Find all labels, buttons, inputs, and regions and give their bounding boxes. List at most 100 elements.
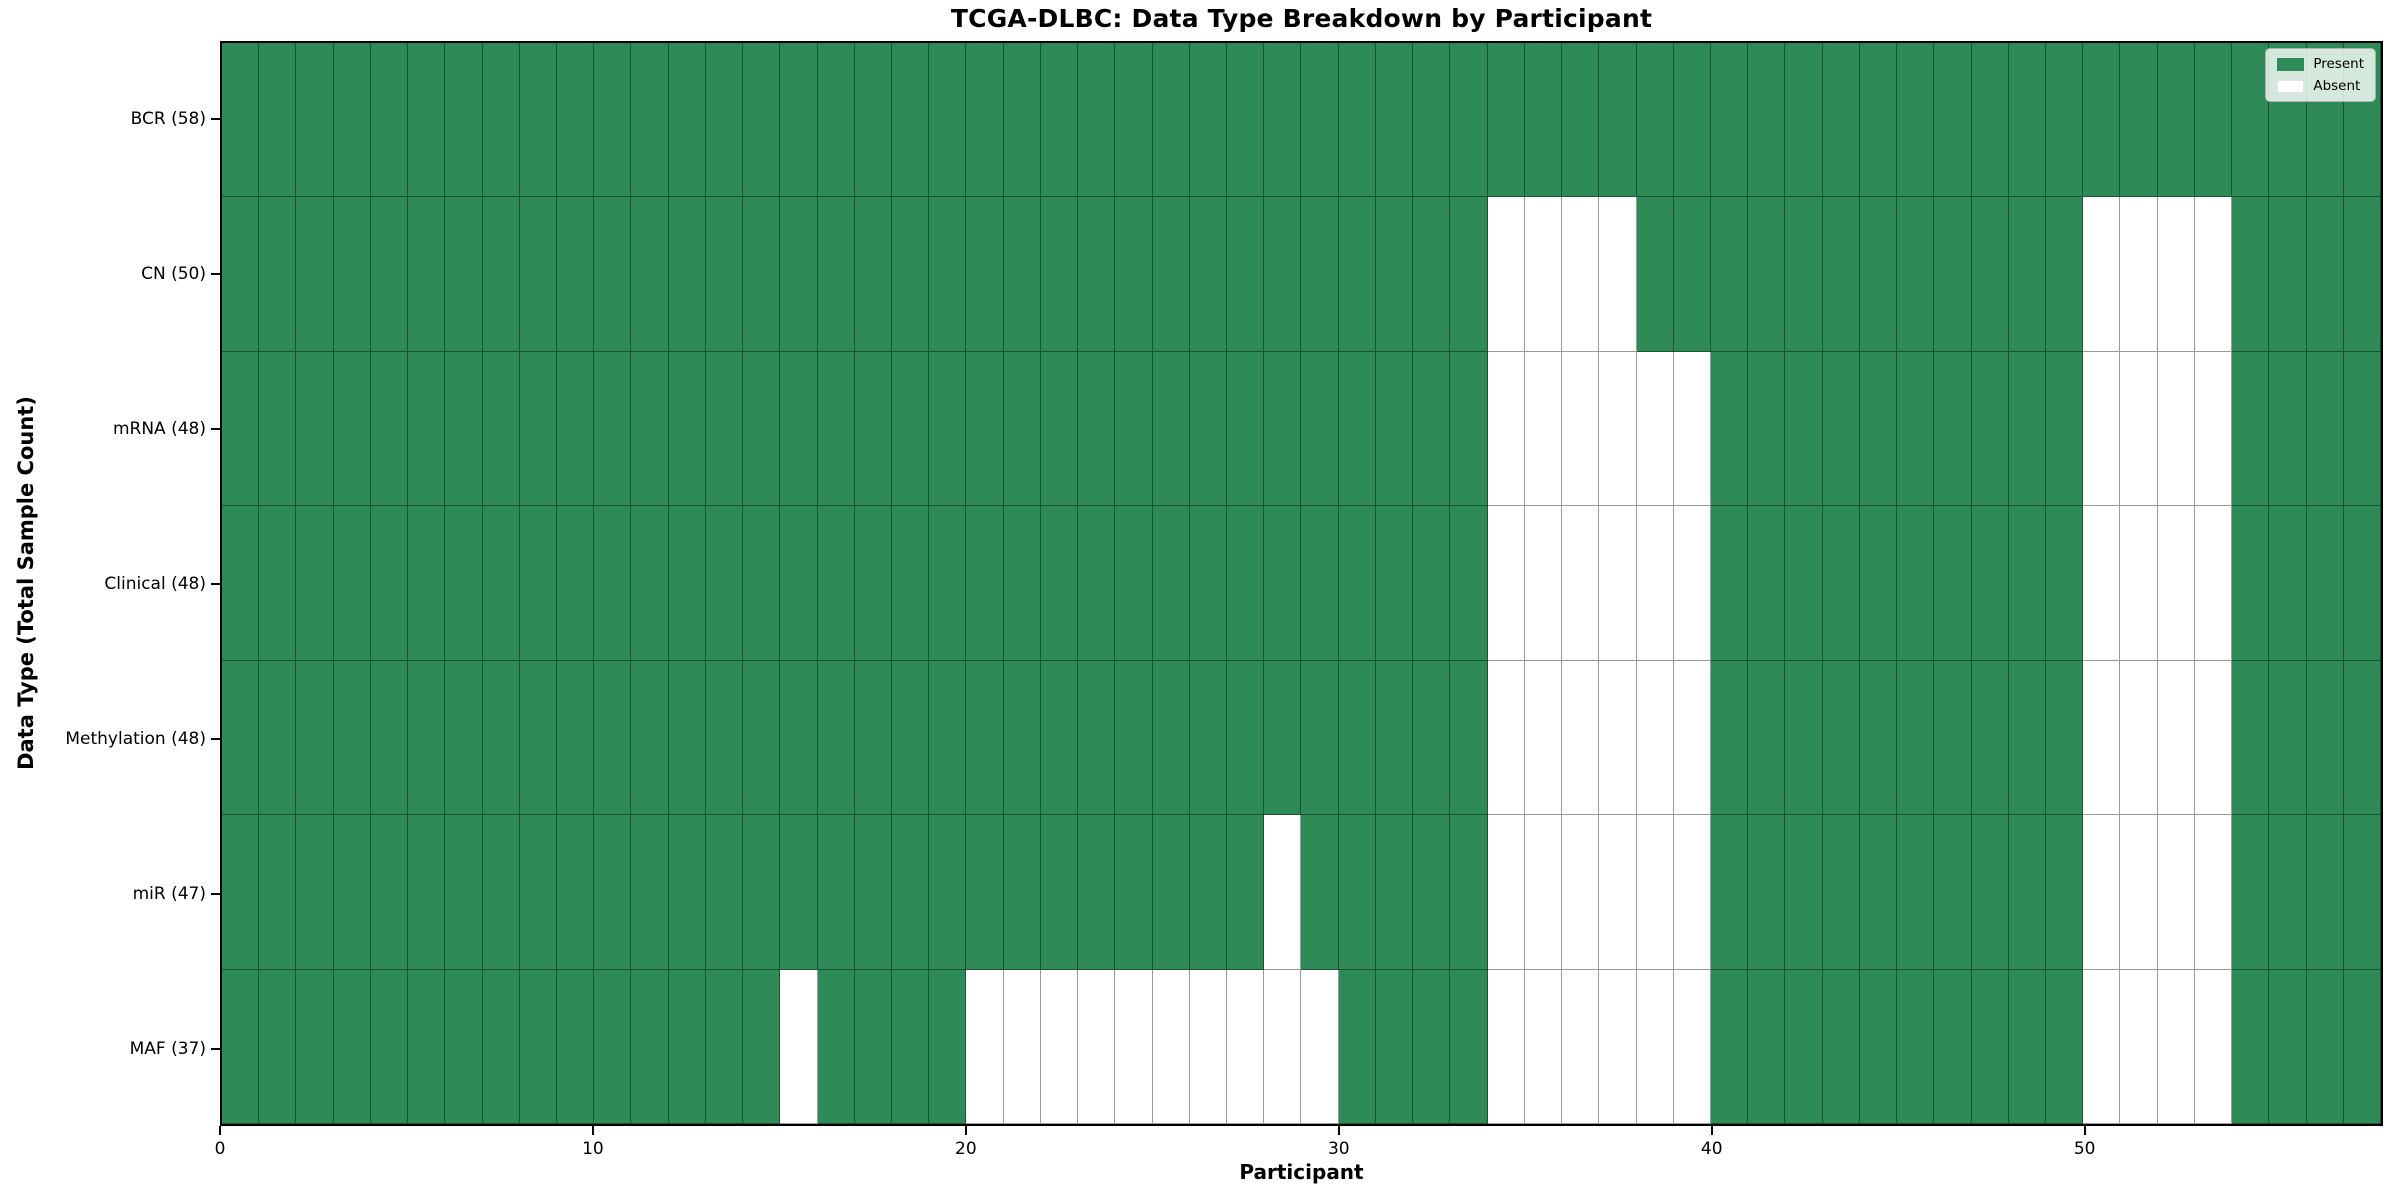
heatmap-cell-CN-25: [1152, 197, 1190, 352]
y-tick-label-mRNA: mRNA (48): [112, 418, 206, 439]
heatmap-cell-BCR-27: [1227, 43, 1265, 198]
heatmap-cell-MAF-23: [1078, 969, 1116, 1124]
heatmap-cell-miR-53: [2194, 815, 2233, 970]
heatmap-cell-miR-29: [1301, 815, 1339, 970]
heatmap-cell-BCR-50: [2083, 43, 2121, 198]
heatmap-cell-Methylation-31: [1375, 660, 1414, 816]
heatmap-cell-MAF-11: [631, 969, 669, 1124]
heatmap-cell-CN-35: [1524, 197, 1563, 352]
heatmap-cell-MAF-5: [408, 969, 446, 1124]
heatmap-cell-Clinical-2: [296, 506, 334, 661]
x-tick-mark: [964, 1126, 967, 1135]
heatmap-cell-CN-30: [1338, 197, 1376, 352]
heatmap-cell-BCR-17: [854, 43, 893, 198]
heatmap-cell-Clinical-13: [705, 506, 744, 661]
heatmap-cell-Methylation-40: [1710, 660, 1749, 816]
legend-item-present: Present: [2277, 56, 2364, 72]
plot-area: [220, 41, 2383, 1126]
heatmap-cell-mRNA-57: [2343, 351, 2381, 507]
heatmap-cell-MAF-9: [557, 969, 595, 1124]
heatmap-cell-CN-3: [333, 197, 371, 352]
heatmap-cell-CN-6: [445, 197, 483, 352]
heatmap-cell-Clinical-42: [1785, 506, 1823, 661]
heatmap-cell-CN-9: [557, 197, 595, 352]
heatmap-cell-BCR-2: [296, 43, 334, 198]
heatmap-cell-Methylation-14: [743, 660, 781, 816]
heatmap-cell-BCR-47: [1971, 43, 2009, 198]
y-tick-mark: [211, 892, 220, 895]
heatmap-cell-MAF-40: [1710, 969, 1749, 1124]
heatmap-cell-Clinical-14: [743, 506, 781, 661]
heatmap-cell-Methylation-3: [333, 660, 371, 816]
heatmap-cell-Clinical-48: [2008, 506, 2046, 661]
heatmap-cell-miR-57: [2343, 815, 2381, 970]
heatmap-cell-MAF-37: [1599, 969, 1637, 1124]
heatmap-cell-Methylation-50: [2083, 660, 2121, 816]
heatmap-cell-mRNA-8: [519, 351, 558, 507]
heatmap-cell-mRNA-15: [780, 351, 818, 507]
heatmap-cell-miR-19: [929, 815, 967, 970]
heatmap-cell-mRNA-25: [1152, 351, 1190, 507]
heatmap-cell-BCR-8: [519, 43, 558, 198]
heatmap-cell-BCR-44: [1859, 43, 1898, 198]
heatmap-cell-CN-13: [705, 197, 744, 352]
heatmap-cell-mRNA-37: [1599, 351, 1637, 507]
heatmap-cell-miR-23: [1078, 815, 1116, 970]
heatmap-cell-Clinical-50: [2083, 506, 2121, 661]
heatmap-cell-CN-8: [519, 197, 558, 352]
heatmap-cell-Clinical-56: [2306, 506, 2344, 661]
heatmap-cell-MAF-50: [2083, 969, 2121, 1124]
heatmap-cell-MAF-30: [1338, 969, 1376, 1124]
heatmap-cell-miR-14: [743, 815, 781, 970]
heatmap-cell-Methylation-47: [1971, 660, 2009, 816]
heatmap-cell-mRNA-35: [1524, 351, 1563, 507]
heatmap-cell-MAF-16: [817, 969, 855, 1124]
heatmap-cell-CN-53: [2194, 197, 2233, 352]
heatmap-cell-CN-57: [2343, 197, 2381, 352]
heatmap-cell-CN-27: [1227, 197, 1265, 352]
heatmap-cell-Clinical-47: [1971, 506, 2009, 661]
heatmap-cell-MAF-52: [2157, 969, 2195, 1124]
heatmap-cell-Methylation-20: [966, 660, 1004, 816]
heatmap-cell-BCR-6: [445, 43, 483, 198]
heatmap-cell-mRNA-21: [1003, 351, 1041, 507]
heatmap-cell-MAF-19: [929, 969, 967, 1124]
heatmap-cell-mRNA-2: [296, 351, 334, 507]
heatmap-cell-Methylation-9: [557, 660, 595, 816]
heatmap-cell-Clinical-20: [966, 506, 1004, 661]
heatmap-cell-Methylation-13: [705, 660, 744, 816]
heatmap-cell-Methylation-12: [668, 660, 706, 816]
y-tick-label-Methylation: Methylation (48): [65, 728, 206, 749]
heatmap-cell-Methylation-17: [854, 660, 893, 816]
heatmap-cell-Methylation-57: [2343, 660, 2381, 816]
present-swatch: [2277, 57, 2305, 71]
heatmap-cell-miR-28: [1264, 815, 1302, 970]
heatmap-cell-BCR-11: [631, 43, 669, 198]
heatmap-cell-mRNA-28: [1264, 351, 1302, 507]
heatmap-cell-CN-37: [1599, 197, 1637, 352]
x-tick-label-20: 20: [955, 1139, 977, 1159]
heatmap-cell-Methylation-8: [519, 660, 558, 816]
heatmap-cell-MAF-10: [594, 969, 632, 1124]
heatmap-cell-MAF-42: [1785, 969, 1823, 1124]
heatmap-cell-mRNA-26: [1189, 351, 1228, 507]
heatmap-cell-CN-7: [482, 197, 520, 352]
heatmap-cell-Methylation-32: [1413, 660, 1451, 816]
heatmap-cell-mRNA-11: [631, 351, 669, 507]
y-tick-mark: [211, 582, 220, 585]
heatmap-cell-BCR-13: [705, 43, 744, 198]
heatmap-cell-Clinical-43: [1822, 506, 1860, 661]
y-tick-mark: [211, 117, 220, 120]
heatmap-cell-mRNA-52: [2157, 351, 2195, 507]
heatmap-cell-mRNA-16: [817, 351, 855, 507]
heatmap-cell-Clinical-52: [2157, 506, 2195, 661]
heatmap-cell-miR-32: [1413, 815, 1451, 970]
heatmap-cell-BCR-52: [2157, 43, 2195, 198]
heatmap-cell-Clinical-16: [817, 506, 855, 661]
heatmap-cell-mRNA-43: [1822, 351, 1860, 507]
heatmap-cell-Clinical-18: [892, 506, 930, 661]
heatmap-cell-mRNA-24: [1115, 351, 1153, 507]
heatmap-cell-miR-40: [1710, 815, 1749, 970]
heatmap-cell-BCR-41: [1748, 43, 1786, 198]
